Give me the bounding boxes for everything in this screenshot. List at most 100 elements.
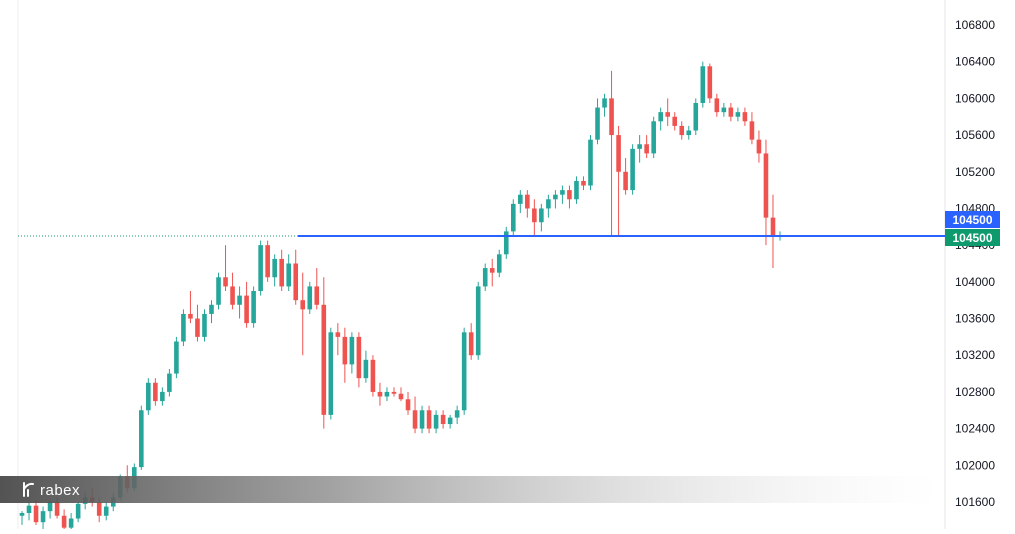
candle <box>286 254 292 292</box>
price-tick-label: 104000 <box>955 275 995 289</box>
candle <box>749 112 755 145</box>
candle <box>707 63 713 103</box>
candle <box>265 240 270 282</box>
price-tick-label: 101600 <box>955 495 995 509</box>
candle-body <box>265 245 270 278</box>
candle-body <box>461 332 467 411</box>
candle <box>174 336 179 379</box>
price-tick-label: 106000 <box>955 91 995 105</box>
candle-body <box>328 332 334 415</box>
candle-body <box>26 505 32 514</box>
candle <box>26 502 32 521</box>
candle <box>370 355 376 397</box>
candle <box>756 130 762 163</box>
candle-body <box>40 511 46 523</box>
candle-body <box>174 341 179 374</box>
candle <box>300 272 306 356</box>
candle-body <box>749 121 755 140</box>
candle <box>307 281 313 314</box>
candle-body <box>195 318 200 337</box>
candle-body <box>33 505 39 523</box>
candle-body <box>335 332 341 337</box>
candle <box>167 368 172 397</box>
candle <box>735 107 741 122</box>
candle <box>447 414 453 429</box>
candle <box>363 350 369 383</box>
candle <box>651 116 656 159</box>
candle <box>377 382 383 406</box>
candle <box>525 190 530 218</box>
candle-body <box>510 203 516 232</box>
candle <box>342 327 348 383</box>
candle-body <box>356 336 362 379</box>
candle-body <box>637 144 642 149</box>
candle <box>496 249 502 278</box>
candle-body <box>230 286 235 305</box>
candle-body <box>539 208 544 223</box>
candle-body <box>489 268 495 273</box>
candle-body <box>454 410 460 418</box>
candle <box>581 176 586 191</box>
candle <box>181 309 186 347</box>
candle <box>546 194 551 218</box>
candle-body <box>419 410 425 429</box>
candle <box>68 513 74 534</box>
candle-body <box>405 399 411 411</box>
candle-body <box>363 359 369 379</box>
candle <box>33 500 39 525</box>
brand-banner: rabex <box>0 476 940 503</box>
candle <box>216 272 221 310</box>
candle-body <box>658 112 663 122</box>
candle <box>19 511 25 525</box>
candle <box>419 405 425 434</box>
candle <box>721 102 727 117</box>
rabex-logo-icon <box>23 482 34 497</box>
candle <box>728 102 734 122</box>
level-price-tag <box>945 211 1000 228</box>
candle-body <box>244 295 249 324</box>
candle-body <box>47 502 53 512</box>
candle <box>644 135 649 159</box>
candle-body <box>707 66 713 99</box>
price-axis[interactable]: 1068001064001060001056001052001048001044… <box>955 18 995 509</box>
candle-body <box>96 502 102 516</box>
candle <box>630 144 635 195</box>
candle <box>616 125 621 236</box>
candle <box>454 405 460 425</box>
candle-body <box>251 291 256 324</box>
candles-layer <box>19 61 783 534</box>
candle <box>503 226 509 259</box>
candle <box>623 158 628 195</box>
candle-body <box>700 66 706 103</box>
candle-body <box>532 208 537 223</box>
candle-body <box>560 190 565 195</box>
candle-body <box>272 258 277 278</box>
candle <box>433 410 439 434</box>
price-tick-label: 103600 <box>955 312 995 326</box>
candle-body <box>300 300 306 310</box>
price-tick-label: 105600 <box>955 128 995 142</box>
candle <box>293 249 299 305</box>
candle-body <box>258 245 263 292</box>
candle-body <box>398 393 404 400</box>
candle <box>658 107 663 131</box>
candle-body <box>525 194 530 209</box>
candle-body <box>440 414 446 425</box>
current-price-tag <box>945 229 1000 246</box>
price-tick-label: 103200 <box>955 348 995 362</box>
candle-body <box>665 112 671 117</box>
candle-body <box>686 130 692 136</box>
candle <box>770 194 776 269</box>
candle-body <box>426 410 432 429</box>
candle-body <box>742 112 748 122</box>
candle <box>693 98 699 136</box>
candle-body <box>770 217 776 236</box>
candle-body <box>342 336 348 365</box>
candle <box>489 258 495 287</box>
price-tick-label: 105200 <box>955 165 995 179</box>
candle-body <box>384 391 390 397</box>
candle <box>560 185 565 204</box>
candle-body <box>482 268 488 287</box>
